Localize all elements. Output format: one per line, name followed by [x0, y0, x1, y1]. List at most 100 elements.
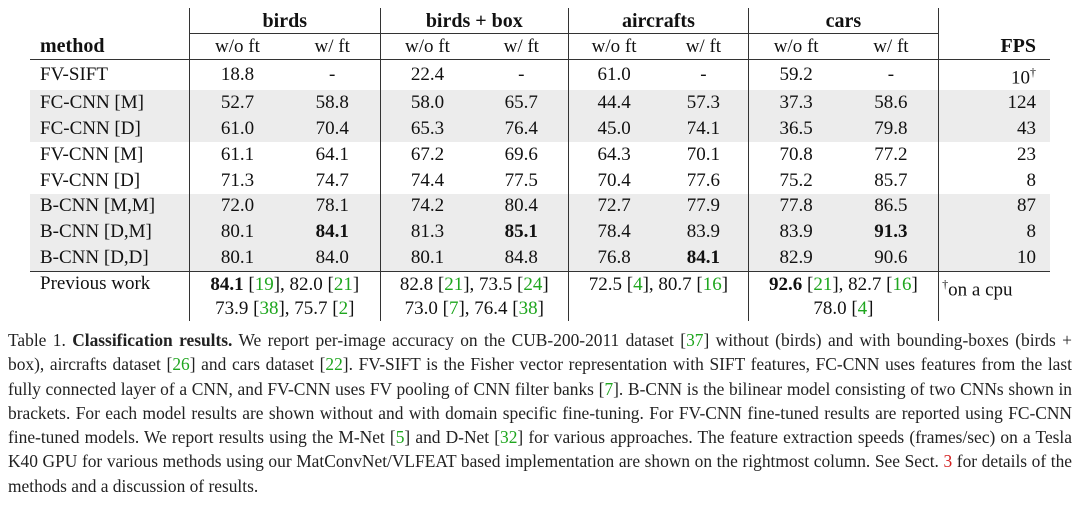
citation-link[interactable]: 7: [448, 297, 459, 319]
text-run: ], 82.0 [: [273, 273, 334, 295]
text-run: ] without (birds) and with bounding-boxe…: [8, 330, 1072, 375]
citation-link[interactable]: 21: [813, 273, 833, 295]
text-run: 84.1: [210, 273, 244, 295]
text-run: ], 76.4 [: [458, 297, 519, 319]
fps-cell: 43: [938, 116, 1050, 142]
fps-cell: 124: [938, 90, 1050, 117]
group-header-birds-box: birds + box: [379, 8, 569, 34]
fps-cell: 8: [938, 219, 1050, 246]
citation-link[interactable]: 26: [172, 354, 190, 375]
value-cell: 91.3: [843, 219, 939, 246]
table-row: FV-CNN [M] 61.1 64.1 67.2 69.6 64.3 70.1 70.8 77…: [30, 141, 1050, 168]
text-run: for details of the methods and a discuss…: [8, 451, 1072, 496]
citation-link[interactable]: 16: [892, 273, 912, 295]
value-cell: 77.5: [504, 169, 538, 191]
value-cell: 70.4: [284, 116, 380, 142]
method-cell: B-CNN [D,D]: [30, 245, 190, 272]
text-run: Table 1.: [8, 330, 73, 350]
value-cell: 84.1: [284, 219, 380, 246]
value-cell: 77.6: [686, 169, 720, 191]
value-cell: -: [474, 59, 569, 91]
value-cell: 72.0: [189, 193, 285, 220]
citation-link[interactable]: 4: [633, 273, 643, 295]
value-cell: 71.3: [189, 167, 285, 194]
table-row: FC-CNN [D] 61.0 70.4 65.3 76.4 45.0 74.1 36.5 79…: [30, 116, 1050, 142]
sub-header-row: method w/o ft w/ ft w/o ft w/ ft w/o ft …: [30, 33, 1050, 60]
sub-header-w-ft: w/ ft: [843, 33, 939, 60]
previous-birds-cell: 84.1 [19], 82.0 [21] 73.9 [38], 75.7 [2]: [189, 270, 380, 321]
text-run: ], 73.5 [: [463, 273, 524, 295]
value-cell: 74.7: [315, 169, 349, 191]
sub-header-wo-ft: w/o ft: [747, 33, 844, 60]
value-cell: 74.4: [379, 167, 475, 194]
value-cell: 36.5: [747, 116, 844, 142]
value-cell: 84.0: [284, 245, 380, 272]
fps-cell: 10†: [938, 59, 1050, 91]
value-cell: 80.1: [189, 219, 285, 246]
previous-work-line: 92.6 [21], 82.7 [16]: [749, 273, 938, 297]
value-cell: 76.4: [474, 116, 569, 142]
value-cell: 83.9: [659, 219, 749, 246]
value-cell: 70.4: [568, 167, 660, 194]
text-run: ]: [911, 273, 918, 295]
value-cell: 78.1: [284, 193, 380, 220]
table-caption: Table 1. Classification results. We repo…: [8, 328, 1072, 498]
value-cell: 76.8: [568, 245, 660, 272]
group-header-row: birds birds + box aircrafts cars: [30, 8, 1050, 34]
previous-work-line: 73.0 [7], 76.4 [38]: [381, 297, 569, 321]
value-cell: 58.6: [843, 90, 939, 117]
text-run: ], 82.7 [: [832, 273, 893, 295]
citation-link[interactable]: 32: [500, 427, 518, 448]
citation-link[interactable]: 24: [523, 273, 543, 295]
citation-link[interactable]: 19: [254, 273, 274, 295]
value-cell: 75.2: [747, 167, 844, 194]
text-run: [: [802, 273, 814, 295]
citation-link[interactable]: 7: [604, 378, 614, 399]
value-cell: 84.1: [659, 245, 749, 272]
text-run: 92.6: [769, 273, 803, 295]
value-cell: 69.6: [504, 143, 538, 165]
citation-link[interactable]: 38: [518, 297, 538, 319]
citation-link[interactable]: 5: [395, 427, 405, 448]
text-run: 73.9 [: [215, 297, 260, 319]
fps-cell: 87: [938, 193, 1050, 220]
citation-link[interactable]: 2: [338, 297, 349, 319]
value-cell: 61.0: [568, 59, 660, 91]
value-cell: 64.1: [315, 143, 349, 165]
value-cell: 79.8: [843, 116, 939, 142]
table-body: FV-SIFT 18.8-22.4-61.0-59.2-10† FC-CNN [M]…: [30, 59, 1050, 321]
citation-link[interactable]: 38: [259, 297, 279, 319]
section-link[interactable]: 3: [943, 451, 953, 472]
value-cell: 64.3: [568, 141, 660, 168]
citation-link[interactable]: 21: [333, 273, 353, 295]
citation-link[interactable]: 22: [325, 354, 343, 375]
fps-note-cell: †on a cpu: [938, 270, 1050, 321]
value-cell: 45.0: [568, 116, 660, 142]
citation-link[interactable]: 21: [444, 273, 464, 295]
table-row: B-CNN [D,D] 80.1 84.0 80.1 84.8 76.8 84.1 82.9 9…: [30, 245, 1050, 272]
citation-link[interactable]: 4: [857, 297, 868, 319]
value-cell: 81.3: [379, 219, 475, 246]
results-table-container: birds birds + box aircrafts cars method …: [30, 8, 1050, 321]
value-cell: 67.2: [379, 141, 475, 168]
value-cell: -: [843, 59, 939, 91]
sub-header-wo-ft: w/o ft: [379, 33, 475, 60]
table-row: FC-CNN [M] 52.7 58.8 58.0 65.7 44.4 57.3 37.3 58…: [30, 90, 1050, 117]
value-cell: 78.4: [568, 219, 660, 246]
value-cell: 61.0: [189, 116, 285, 142]
citation-link[interactable]: 37: [686, 330, 704, 350]
method-cell: FC-CNN [D]: [30, 116, 190, 142]
dagger-mark: †: [942, 276, 949, 291]
method-header: method: [40, 35, 105, 58]
value-cell: 57.3: [659, 90, 749, 117]
value-cell: 77.9: [659, 193, 749, 220]
fps-cell: 8: [938, 167, 1050, 194]
previous-work-line: 72.5 [4], 80.7 [16]: [569, 273, 748, 297]
citation-link[interactable]: 16: [702, 273, 722, 295]
text-run: ] and D-Net [: [404, 427, 501, 448]
value-cell: 44.4: [568, 90, 660, 117]
text-run: ]. B-CNN is the bilinear model consistin…: [8, 378, 1073, 448]
value-cell: 58.8: [284, 90, 380, 117]
sub-header-wo-ft: w/o ft: [189, 33, 285, 60]
text-run: Classification results.: [72, 330, 233, 350]
